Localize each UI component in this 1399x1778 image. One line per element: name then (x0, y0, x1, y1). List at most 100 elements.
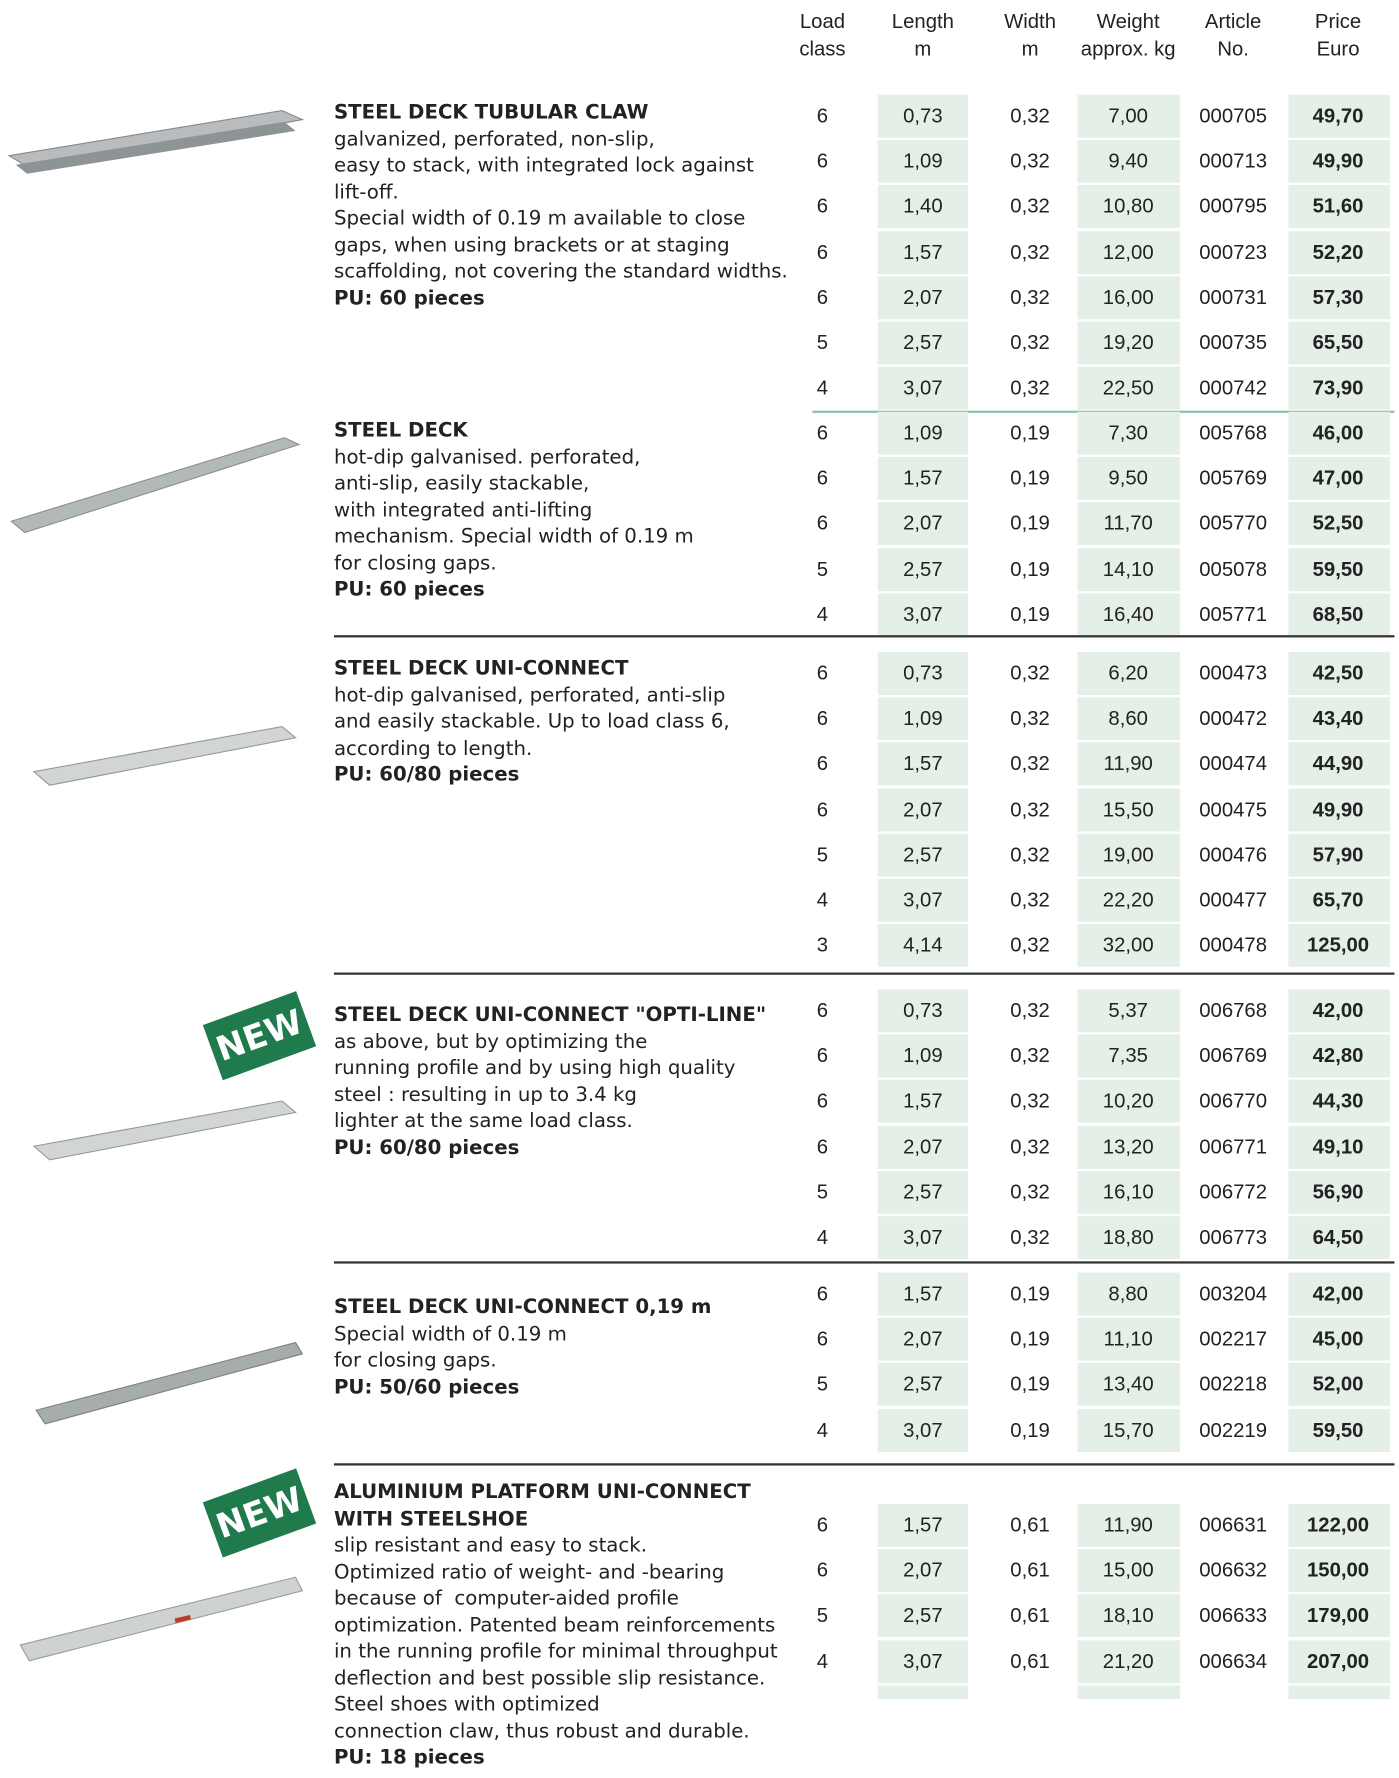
table-cell: 002217 (1199, 1328, 1267, 1352)
table-cell: 000795 (1199, 195, 1267, 219)
table-cell: 0,32 (1010, 150, 1050, 174)
table-cell: 13,20 (1103, 1135, 1154, 1159)
table-cell: 11,90 (1104, 1513, 1153, 1537)
table-cell: 0,73 (903, 104, 943, 128)
table-cell: 15,70 (1103, 1418, 1154, 1442)
description-line: easy to stack, with integrated lock agai… (334, 153, 754, 180)
table-cell: 14,10 (1103, 557, 1154, 581)
packing-unit: PU: 60/80 pieces (334, 763, 519, 790)
table-cell: 4 (817, 1226, 828, 1250)
table-cell: 6 (817, 467, 828, 491)
table-cell: 006633 (1199, 1604, 1267, 1628)
table-cell: 56,90 (1313, 1180, 1364, 1204)
table-cell: 0,32 (1010, 752, 1050, 776)
table-cell: 1,09 (903, 421, 943, 445)
table-cell: 6 (817, 752, 828, 776)
table-cell: 59,50 (1313, 1418, 1364, 1442)
column-header: No. (1217, 35, 1249, 62)
table-cell: 18,10 (1103, 1604, 1154, 1628)
table-cell: 000713 (1199, 150, 1267, 174)
table-cell: 22,20 (1103, 888, 1154, 912)
table-cell: 52,50 (1313, 512, 1364, 536)
table-cell: 4 (817, 888, 828, 912)
table-cell: 3,07 (903, 376, 943, 400)
table-cell: 2,07 (903, 1135, 943, 1159)
table-cell: 1,57 (903, 467, 943, 491)
table-cell: 49,90 (1313, 150, 1364, 174)
table-cell: 0,32 (1010, 240, 1050, 264)
table-cell: 000476 (1199, 843, 1267, 867)
table-cell: 0,19 (1010, 512, 1050, 536)
product-title: STEEL DECK UNI-CONNECT (334, 657, 629, 684)
table-cell: 3,07 (903, 603, 943, 627)
description-line: gaps, when using brackets or at staging (334, 233, 730, 260)
table-cell: 1,57 (903, 1513, 943, 1537)
column-header: m (1022, 35, 1039, 62)
packing-unit: PU: 60 pieces (334, 286, 485, 313)
product-title: WITH STEELSHOE (334, 1507, 528, 1534)
table-cell: 2,07 (903, 286, 943, 310)
table-cell: 43,40 (1313, 707, 1364, 731)
description-line: Optimized ratio of weight- and -bearing (334, 1560, 724, 1587)
table-cell: 1,09 (903, 707, 943, 731)
description-line: slip resistant and easy to stack. (334, 1533, 647, 1560)
description-line: hot-dip galvanised. perforated, (334, 445, 640, 472)
table-cell: 16,10 (1103, 1180, 1154, 1204)
table-cell: 1,40 (903, 195, 943, 219)
table-cell: 6 (817, 1559, 828, 1583)
description-line: for closing gaps. (334, 551, 497, 578)
description-line: steel : resulting in up to 3.4 kg (334, 1083, 637, 1110)
table-cell: 57,90 (1313, 843, 1364, 867)
divider (334, 973, 1395, 975)
table-cell: 3,07 (903, 1226, 943, 1250)
table-cell: 6 (817, 286, 828, 310)
table-cell: 16,00 (1103, 286, 1154, 310)
column-header: Weight (1097, 8, 1160, 35)
table-cell: 3,07 (903, 888, 943, 912)
table-cell: 0,32 (1010, 195, 1050, 219)
table-cell: 0,19 (1010, 1328, 1050, 1352)
table-cell: 003204 (1199, 1282, 1267, 1306)
table-cell: 15,50 (1103, 798, 1154, 822)
table-cell: 005768 (1199, 421, 1267, 445)
table-cell: 6 (817, 707, 828, 731)
table-cell: 000742 (1199, 376, 1267, 400)
description-line: lift-off. (334, 180, 399, 207)
table-cell: 44,90 (1313, 752, 1364, 776)
table-cell: 59,50 (1313, 557, 1364, 581)
table-cell: 6 (817, 1044, 828, 1068)
table-cell: 16,40 (1103, 603, 1154, 627)
table-cell: 42,80 (1313, 1044, 1364, 1068)
table-cell: 11,10 (1104, 1328, 1153, 1352)
table-cell: 6,20 (1108, 662, 1148, 686)
table-cell: 4 (817, 376, 828, 400)
description-line: scaffolding, not covering the standard w… (334, 259, 788, 286)
column-header: Price (1315, 8, 1361, 35)
description-line: as above, but by optimizing the (334, 1029, 647, 1056)
table-cell: 49,90 (1313, 798, 1364, 822)
table-cell: 7,35 (1108, 1044, 1148, 1068)
table-cell: 1,57 (903, 1282, 943, 1306)
catalog: LoadclassLengthmWidthmWeightapprox. kgAr… (0, 0, 1399, 1778)
product-title: STEEL DECK UNI-CONNECT 0,19 m (334, 1295, 712, 1322)
table-cell: 0,32 (1010, 1090, 1050, 1114)
table-cell: 000473 (1199, 662, 1267, 686)
table-cell: 006631 (1199, 1513, 1267, 1537)
table-cell: 006634 (1199, 1650, 1267, 1674)
table-cell: 3,07 (903, 1650, 943, 1674)
column-shade (1288, 1685, 1390, 1699)
table-cell: 006768 (1199, 999, 1267, 1023)
table-cell: 2,57 (903, 1373, 943, 1397)
table-cell: 46,00 (1313, 421, 1364, 445)
product-title: ALUMINIUM PLATFORM UNI-CONNECT (334, 1480, 751, 1507)
table-cell: 207,00 (1307, 1650, 1369, 1674)
table-cell: 0,32 (1010, 934, 1050, 958)
product-title: STEEL DECK UNI-CONNECT "OPTI-LINE" (334, 1003, 766, 1030)
table-cell: 6 (817, 104, 828, 128)
table-cell: 5 (817, 1180, 828, 1204)
table-cell: 0,32 (1010, 888, 1050, 912)
column-header: Width (1004, 8, 1056, 35)
packing-unit: PU: 60/80 pieces (334, 1136, 519, 1163)
table-cell: 000478 (1199, 934, 1267, 958)
table-cell: 006773 (1199, 1226, 1267, 1250)
